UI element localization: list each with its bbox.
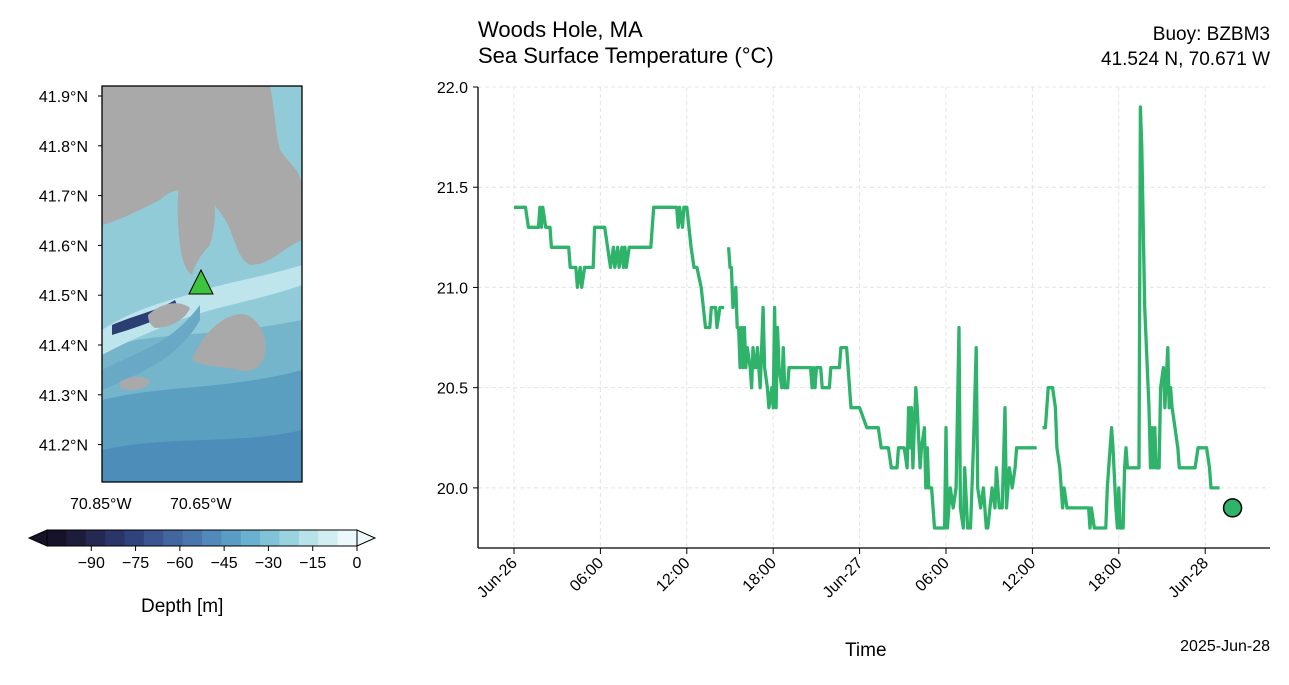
land-island-east [192, 314, 266, 371]
buoy-coords: 41.524 N, 70.671 W [1101, 49, 1270, 70]
x-tick-label: Jun-26 [474, 555, 521, 602]
lat-tick-label: 41.7°N [39, 189, 88, 206]
lat-tick-label: 41.9°N [39, 89, 88, 106]
x-axis-ticks: Jun-26 06:00 12:00 18:00 Jun-27 06:00 12:00 18:… [474, 548, 1212, 601]
colorbar-cell [47, 530, 67, 546]
y-tick-label: 21.0 [437, 280, 468, 297]
colorbar-cell [298, 530, 319, 546]
latitude-ticks: 41.9°N 41.8°N 41.7°N 41.6°N 41.5°N 41.4°N 41.3… [39, 89, 102, 455]
colorbar-cell [163, 530, 184, 546]
colorbar-tick-label: −15 [299, 555, 326, 572]
x-tick-label: 06:00 [912, 555, 952, 595]
location-title: Woods Hole, MA [478, 17, 643, 42]
sst-series [514, 105, 1243, 530]
colorbar-cell [318, 530, 339, 546]
colorbar-cells [27, 529, 377, 547]
colorbar-cell [66, 530, 87, 546]
colorbar-cell [202, 530, 222, 546]
colorbar-cell [240, 530, 261, 546]
depth-band-deeper [102, 430, 302, 482]
colorbar-tick-label: 0 [353, 555, 362, 572]
land-peninsula [177, 178, 216, 275]
grid-lines [478, 86, 1270, 548]
x-tick-label: 18:00 [740, 555, 780, 595]
x-axis-title: Time [845, 640, 887, 661]
y-tick-label: 21.5 [437, 180, 468, 197]
y-axis-ticks: 20.0 20.5 21.0 21.5 22.0 [437, 80, 478, 498]
colorbar-cell [105, 530, 125, 546]
y-tick-label: 22.0 [437, 80, 468, 97]
x-tick-label: 18:00 [1085, 555, 1125, 595]
colorbar-cell [143, 530, 164, 546]
land-islet [120, 376, 150, 390]
colorbar-cell [182, 530, 203, 546]
lat-tick-label: 41.3°N [39, 388, 88, 405]
colorbar-cell [85, 530, 106, 546]
land-mainland [102, 86, 302, 265]
sst-line-segment [514, 205, 725, 330]
lat-tick-label: 41.4°N [39, 338, 88, 355]
deep-channel [102, 305, 200, 390]
shallow-channel [102, 265, 302, 355]
chart-title: Woods Hole, MA Sea Surface Temperature (… [478, 17, 774, 69]
chart-axes [477, 87, 1270, 549]
x-tick-label: Jun-28 [1165, 555, 1212, 602]
lon-tick-1: 70.85°W [70, 496, 132, 513]
colorbar-cell [124, 530, 145, 546]
map-frame [101, 85, 303, 483]
y-tick-label: 20.0 [437, 481, 468, 498]
depth-colorbar: −90 −75 −60 −45 −30 −15 0 [27, 529, 377, 572]
colorbar-ticks: −90 −75 −60 −45 −30 −15 0 [78, 546, 362, 572]
lat-tick-label: 41.5°N [39, 288, 88, 305]
buoy-id: Buoy: BZBM3 [1152, 24, 1270, 45]
bathymetry-map: 41.9°N 41.8°N 41.7°N 41.6°N 41.5°N 41.4°N 41.3… [39, 85, 303, 483]
x-tick-label: Jun-27 [820, 555, 867, 602]
variable-title: Sea Surface Temperature (°C) [478, 43, 774, 68]
sst-line-segment [726, 247, 1037, 530]
lat-tick-label: 41.6°N [39, 238, 88, 255]
colorbar-tick-label: −30 [255, 555, 282, 572]
lon-tick-2: 70.65°W [170, 496, 232, 513]
colorbar-tick-label: −75 [122, 555, 149, 572]
lat-tick-label: 41.2°N [39, 438, 88, 455]
latest-value-marker [1222, 498, 1243, 518]
land-island-west [148, 303, 190, 328]
x-tick-label: 12:00 [653, 555, 693, 595]
sst-line-segment [1042, 105, 1220, 530]
colorbar-cell [337, 530, 358, 546]
colorbar-tick-label: −45 [211, 555, 238, 572]
buoy-marker-icon [188, 268, 214, 295]
lat-tick-label: 41.8°N [39, 139, 88, 156]
x-tick-label: 06:00 [567, 555, 607, 595]
colorbar-cell [260, 530, 280, 546]
colorbar-tick-label: −90 [78, 555, 105, 572]
buoy-info: Buoy: BZBM3 41.524 N, 70.671 W [1101, 22, 1270, 72]
footer-date: 2025-Jun-28 [1180, 638, 1270, 655]
colorbar-tick-label: −60 [166, 555, 193, 572]
colorbar-cell [221, 530, 242, 546]
colorbar-cell [279, 530, 300, 546]
y-tick-label: 20.5 [437, 381, 468, 398]
colorbar-label: Depth [m] [141, 596, 224, 617]
colorbar-frame [46, 529, 358, 547]
x-tick-label: 12:00 [999, 555, 1039, 595]
